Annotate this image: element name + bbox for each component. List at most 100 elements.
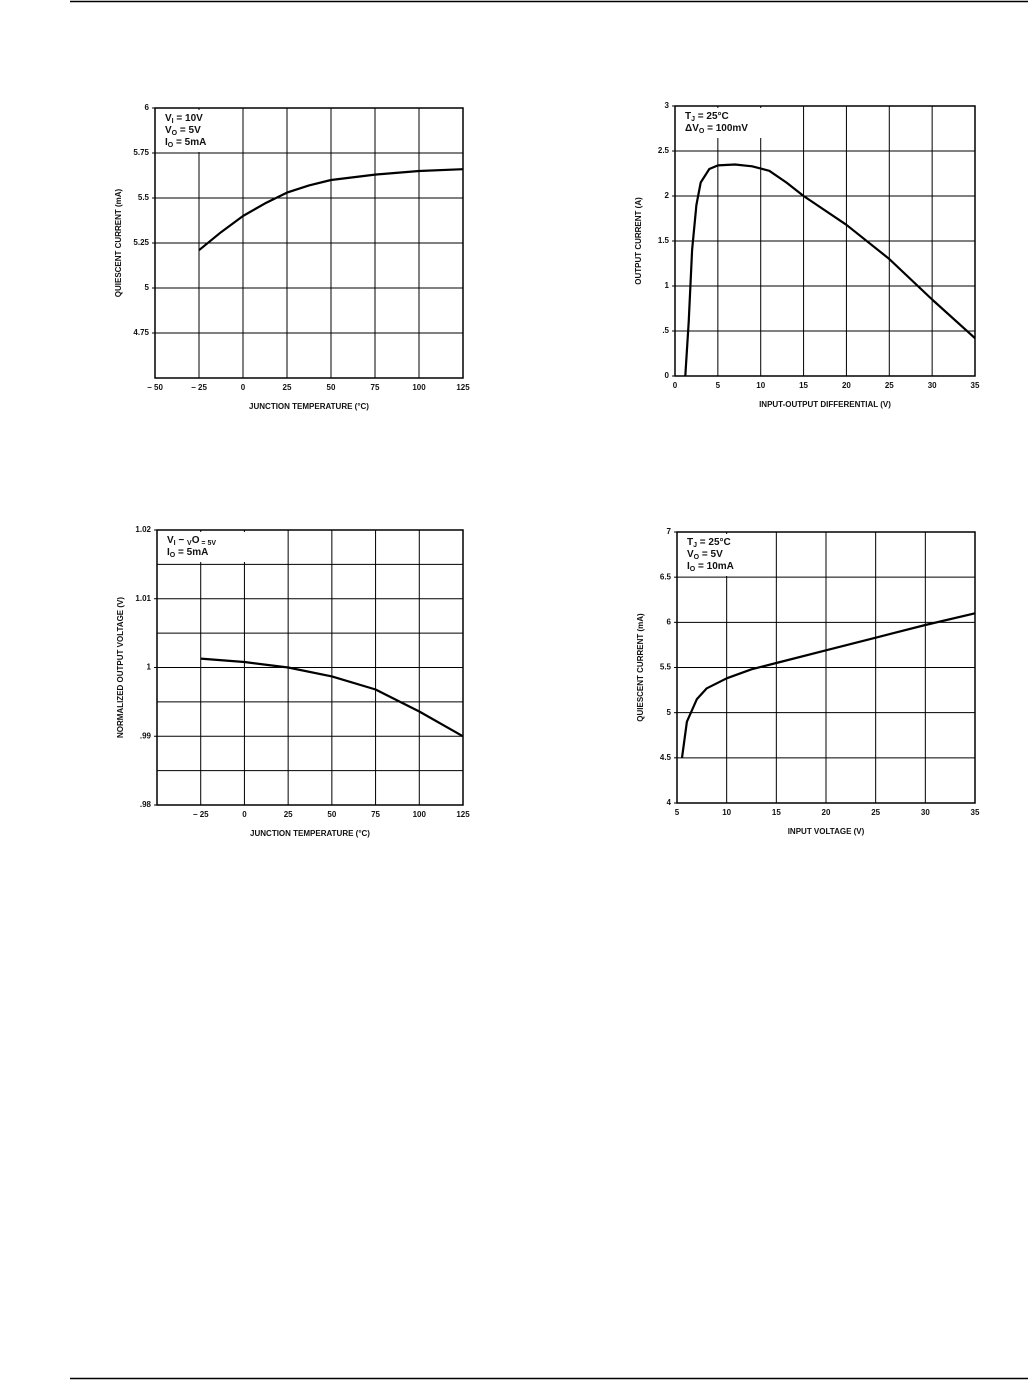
- y-tick-label: 1.02: [135, 525, 151, 534]
- x-tick-label: 100: [413, 810, 427, 819]
- y-tick-label: 6: [667, 617, 672, 626]
- x-tick-label: 35: [971, 808, 980, 817]
- x-tick-label: 5: [716, 381, 721, 390]
- annotation-text: I: [165, 137, 168, 148]
- annotation-subscript: O: [170, 552, 176, 559]
- annotation: ΔVO = 100mV: [685, 123, 748, 136]
- x-tick-label: 30: [928, 381, 937, 390]
- y-axis-label: QUIESCENT CURRENT (mA): [636, 613, 645, 722]
- annotation-subscript: O: [172, 130, 178, 137]
- annotation: IO = 5mA: [165, 137, 206, 150]
- y-tick-label: .99: [140, 731, 152, 740]
- annotation-text: = 25°C: [695, 111, 729, 122]
- x-tick-label: 15: [772, 808, 781, 817]
- annotation-subscript: O: [690, 566, 696, 573]
- y-axis-label: QUIESCENT CURRENT (mA): [114, 188, 123, 297]
- annotation-box: [159, 532, 269, 562]
- annotation-text: T: [685, 111, 691, 122]
- annotation-text: = 10mA: [695, 561, 734, 572]
- x-tick-label: 25: [885, 381, 894, 390]
- x-axis-label: INPUT-OUTPUT DIFFERENTIAL (V): [759, 400, 891, 409]
- x-tick-label: 125: [456, 810, 470, 819]
- annotation-text: V: [165, 113, 172, 124]
- y-tick-label: 1.01: [135, 594, 151, 603]
- y-tick-label: 1.5: [658, 236, 670, 245]
- annotation-box: [679, 534, 764, 576]
- annotation-text: I: [167, 547, 170, 558]
- x-tick-label: 0: [242, 810, 247, 819]
- x-tick-label: 75: [371, 383, 380, 392]
- x-tick-label: 20: [842, 381, 851, 390]
- data-line: [198, 168, 464, 252]
- y-axis-label: OUTPUT CURRENT (A): [634, 197, 643, 285]
- x-tick-label: 10: [722, 808, 731, 817]
- annotation-text: V: [687, 549, 694, 560]
- plot-frame: [154, 107, 464, 379]
- x-tick-label: − 50: [147, 383, 163, 392]
- annotation-text: = 5mA: [175, 547, 208, 558]
- y-tick-label: 0: [665, 371, 670, 380]
- annotation-text: I: [687, 561, 690, 572]
- x-tick-label: 25: [871, 808, 880, 817]
- annotation-box: [677, 108, 777, 138]
- annotation: IO = 10mA: [687, 561, 734, 574]
- annotation-text: ΔV: [685, 123, 699, 134]
- plot-frame: [676, 531, 976, 804]
- annotation-text: = 5V: [177, 125, 201, 136]
- x-tick-label: 75: [371, 810, 380, 819]
- x-tick-label: 25: [283, 383, 292, 392]
- y-tick-label: 7: [667, 527, 672, 536]
- annotation-text: V: [165, 125, 172, 136]
- annotation-subscript: O: [694, 554, 700, 561]
- annotation-text: T: [687, 537, 693, 548]
- x-tick-label: 25: [284, 810, 293, 819]
- y-tick-label: 6: [145, 103, 150, 112]
- annotation-text: = 100mV: [704, 123, 748, 134]
- annotation: VI − VO = 5V: [167, 535, 216, 548]
- y-tick-label: 2: [665, 191, 670, 200]
- annotation-text: = 5V: [699, 549, 723, 560]
- y-tick-label: 2.5: [658, 146, 670, 155]
- x-tick-label: − 25: [191, 383, 207, 392]
- annotation: VI = 10V: [165, 113, 203, 126]
- y-tick-label: 5.5: [138, 193, 150, 202]
- annotation-subscript: V: [187, 540, 192, 547]
- y-tick-label: 5.5: [660, 663, 672, 672]
- annotation: TJ = 25°C: [685, 111, 729, 124]
- annotation: TJ = 25°C: [687, 537, 731, 550]
- data-line: [200, 657, 464, 738]
- y-tick-label: 5: [145, 283, 150, 292]
- annotation: VO = 5V: [687, 549, 723, 562]
- x-tick-label: 100: [412, 383, 426, 392]
- y-tick-label: 4: [667, 798, 672, 807]
- y-tick-label: 5.75: [133, 148, 149, 157]
- x-axis-label: INPUT VOLTAGE (V): [788, 827, 865, 836]
- y-tick-label: 4.5: [660, 753, 672, 762]
- y-tick-label: 1: [665, 281, 670, 290]
- data-line: [680, 612, 976, 758]
- annotation-subscript: I: [172, 118, 174, 125]
- y-tick-label: 4.75: [133, 328, 149, 337]
- y-tick-label: 5: [667, 708, 672, 717]
- x-tick-label: 30: [921, 808, 930, 817]
- x-axis-label: JUNCTION TEMPERATURE (°C): [249, 402, 369, 411]
- x-tick-label: − 25: [193, 810, 209, 819]
- annotation-text: = 10V: [174, 113, 204, 124]
- annotation: IO = 5mA: [167, 547, 208, 560]
- annotation-subscript: J: [691, 116, 695, 123]
- annotation-text: = 25°C: [697, 537, 731, 548]
- x-tick-label: 35: [971, 381, 980, 390]
- x-axis-label: JUNCTION TEMPERATURE (°C): [250, 829, 370, 838]
- annotation-subscript: I: [174, 540, 176, 547]
- annotation-text: O: [192, 535, 200, 546]
- y-tick-label: 1: [147, 663, 152, 672]
- annotation-text: V: [167, 535, 174, 546]
- y-tick-label: 6.5: [660, 572, 672, 581]
- x-tick-label: 15: [799, 381, 808, 390]
- x-tick-label: 20: [822, 808, 831, 817]
- annotation: VO = 5V: [165, 125, 201, 138]
- y-tick-label: 5.25: [133, 238, 149, 247]
- annotation-subscript: J: [693, 542, 697, 549]
